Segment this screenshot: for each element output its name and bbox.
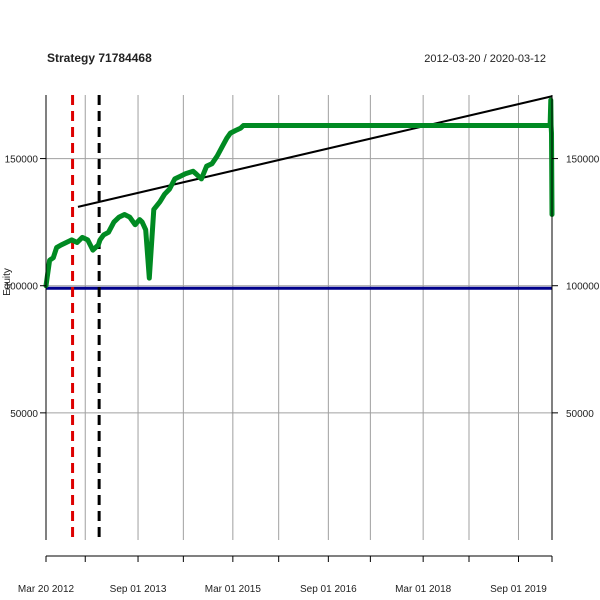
- y-tick-label-left: 150000: [5, 155, 39, 166]
- event-lines: [71, 95, 101, 540]
- series-layer: [43, 97, 555, 289]
- y-tick-label-right: 150000: [566, 155, 600, 166]
- x-tick-label: Sep 01 2016: [300, 584, 357, 595]
- trendline-layer: [77, 95, 553, 208]
- trend-line: [77, 95, 553, 208]
- chart-date-range: 2012-03-20 / 2020-03-12: [424, 53, 546, 65]
- x-tick-label: Mar 01 2015: [205, 584, 262, 595]
- y-axis-label: Equity: [2, 268, 13, 296]
- y-tick-label-left: 50000: [10, 409, 38, 420]
- axes: Mar 20 2012 Sep 01 2013 Mar 01 2015 Sep 01 …: [5, 95, 600, 595]
- x-tick-label: Mar 01 2018: [395, 584, 452, 595]
- equity-series-line: [43, 97, 555, 289]
- y-tick-label-right: 50000: [566, 409, 594, 420]
- y-tick-label-right: 100000: [566, 282, 600, 293]
- y-tick-label-left: 100000: [5, 282, 39, 293]
- chart-title: Strategy 71784468: [47, 51, 152, 65]
- x-tick-label: Mar 20 2012: [18, 584, 75, 595]
- x-tick-label: Sep 01 2019: [490, 584, 547, 595]
- grid: [45, 95, 553, 540]
- x-tick-label: Sep 01 2013: [110, 584, 167, 595]
